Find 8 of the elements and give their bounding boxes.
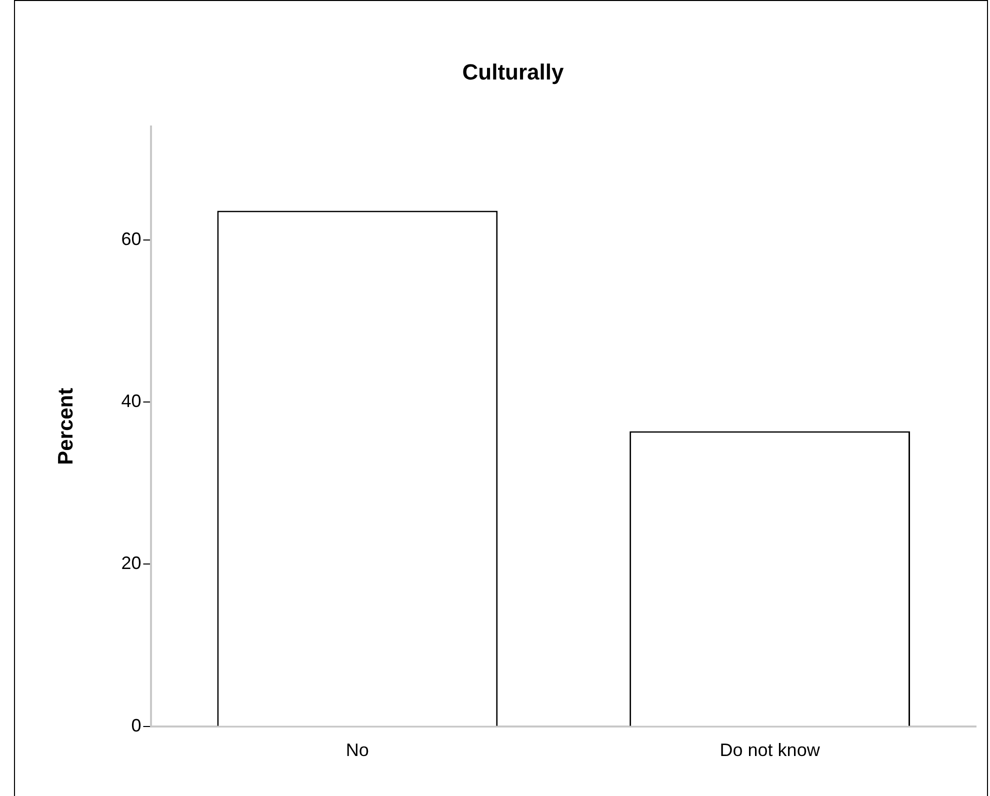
x-tick-label: Do not know bbox=[720, 740, 821, 760]
x-tick-label: No bbox=[346, 740, 369, 760]
chart-title: Culturally bbox=[462, 59, 564, 84]
y-tick-label: 60 bbox=[121, 228, 142, 249]
y-axis-title: Percent bbox=[54, 388, 78, 465]
y-tick-label: 40 bbox=[121, 391, 142, 412]
y-tick-label: 20 bbox=[121, 553, 142, 574]
y-tick-label: 0 bbox=[131, 715, 142, 736]
